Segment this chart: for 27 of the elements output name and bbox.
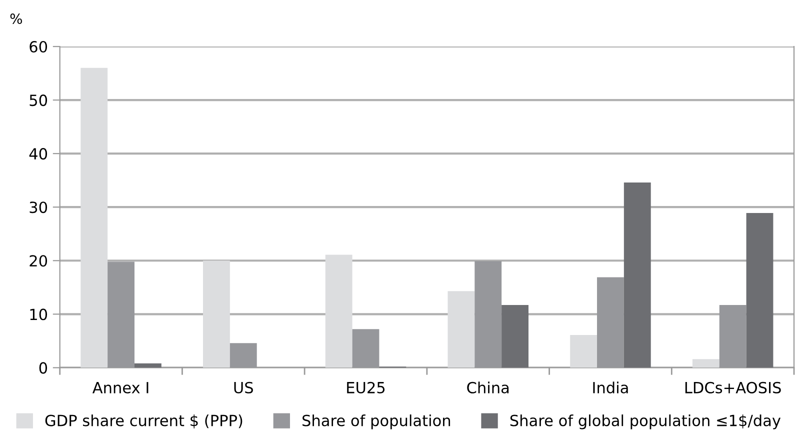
bar bbox=[570, 335, 598, 368]
x-tick-label: EU25 bbox=[347, 382, 385, 394]
bar bbox=[134, 363, 162, 368]
bar bbox=[624, 182, 651, 368]
y-tick-label: 60 bbox=[30, 40, 48, 53]
y-axis-title: % bbox=[10, 13, 22, 24]
x-tick-label: China bbox=[467, 382, 509, 394]
x-tick-label: Annex I bbox=[92, 382, 148, 394]
y-tick-label: 20 bbox=[30, 255, 48, 267]
y-tick-label: 40 bbox=[29, 148, 48, 160]
x-tick-label: US bbox=[234, 382, 253, 394]
legend-label: Share of population bbox=[302, 414, 450, 430]
bar bbox=[325, 254, 352, 368]
bar bbox=[746, 212, 774, 368]
bar bbox=[203, 260, 230, 368]
x-tick-label: India bbox=[593, 382, 628, 394]
bar bbox=[80, 68, 108, 368]
legend-label: Share of global population ≤1$/day bbox=[510, 414, 781, 430]
y-tick-label: 30 bbox=[30, 202, 48, 214]
x-tick-label: LDCs+AOSIS bbox=[685, 382, 781, 394]
y-tick-label: 50 bbox=[30, 94, 48, 106]
bar bbox=[502, 305, 528, 368]
bar bbox=[692, 359, 720, 368]
bar bbox=[448, 291, 475, 368]
y-tick-label: 0 bbox=[39, 362, 48, 374]
y-tick-label: 10 bbox=[30, 308, 48, 320]
legend-label: GDP share current $ (PPP) bbox=[45, 414, 242, 428]
